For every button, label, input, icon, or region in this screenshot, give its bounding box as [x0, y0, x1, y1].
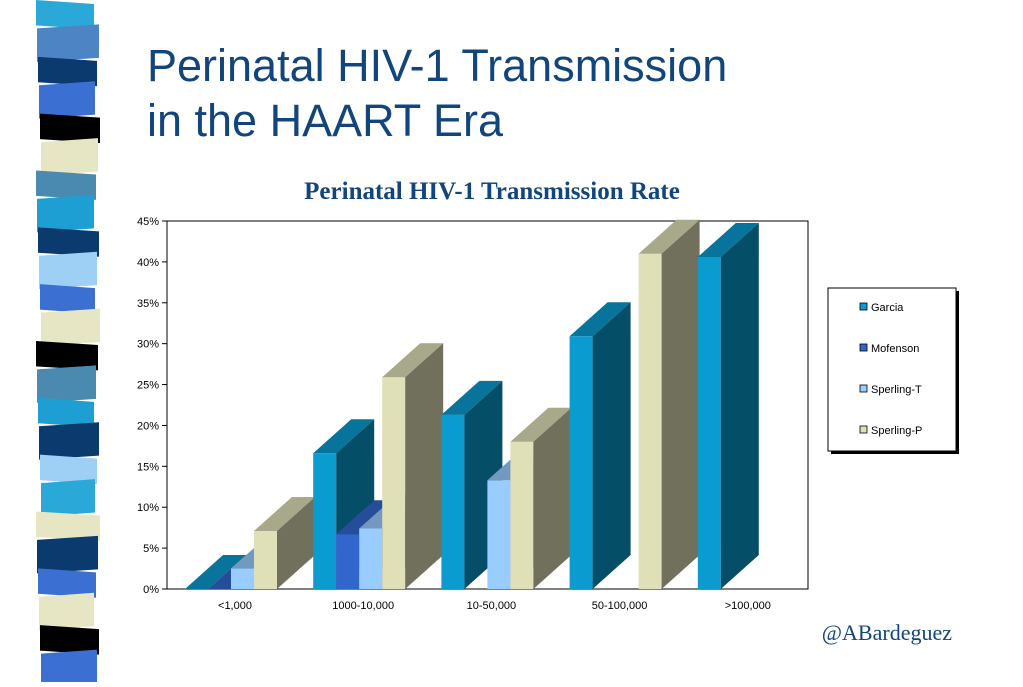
- bar-front: [697, 256, 721, 589]
- stripe: [40, 284, 95, 314]
- bar-front: [313, 453, 337, 589]
- bar-front: [487, 480, 511, 589]
- bar-side: [592, 302, 631, 589]
- bar: [638, 219, 700, 589]
- bar-front: [441, 414, 465, 589]
- bar: [185, 555, 246, 589]
- y-tick-label: 40%: [137, 257, 159, 269]
- y-tick-label: 0%: [143, 584, 159, 596]
- bar-top: [441, 380, 503, 415]
- y-tick-label: 30%: [137, 339, 159, 351]
- chart-title: Perinatal HIV-1 Transmission Rate: [304, 178, 680, 205]
- y-tick-label: 20%: [137, 420, 159, 432]
- legend-swatch: [859, 425, 868, 434]
- stripe: [36, 511, 100, 541]
- legend: [827, 287, 957, 452]
- slide-title: Perinatal HIV-1 Transmission in the HAAR…: [147, 38, 947, 148]
- bar: [697, 222, 759, 589]
- bar-side: [533, 407, 572, 589]
- x-tick-label: 50-100,000: [592, 600, 648, 612]
- bar-front: [359, 528, 383, 589]
- bar-top: [185, 555, 246, 589]
- stripe: [41, 649, 97, 687]
- bar-top: [510, 407, 572, 442]
- y-tick-label: 25%: [137, 380, 159, 392]
- bar-top: [638, 219, 700, 254]
- legend-label: Sperling-T: [871, 384, 922, 396]
- bar-front: [638, 253, 662, 589]
- stripe: [41, 138, 98, 176]
- bar: [382, 343, 444, 589]
- x-tick-label: 10-50,000: [467, 600, 517, 612]
- stripe: [36, 341, 98, 371]
- legend-label: Mofenson: [871, 343, 919, 355]
- bar: [569, 302, 631, 589]
- y-tick-label: 35%: [137, 298, 159, 310]
- stripe: [36, 0, 94, 30]
- stripe: [38, 568, 96, 598]
- slide-title-line-1: Perinatal HIV-1 Transmission: [147, 40, 728, 91]
- legend-swatch: [859, 384, 868, 393]
- slide-title-line-2: in the HAART Era: [147, 95, 504, 146]
- y-tick-label: 5%: [143, 543, 159, 555]
- stripe: [39, 422, 99, 460]
- bar-top: [382, 343, 444, 378]
- bar-top: [697, 222, 759, 257]
- stripe: [37, 194, 94, 233]
- bar: [254, 496, 315, 589]
- bar-front: [336, 534, 360, 589]
- x-tick-label: >100,000: [725, 600, 771, 612]
- bar-side: [277, 496, 315, 589]
- stripe: [37, 365, 96, 403]
- bar-front: [254, 530, 277, 589]
- y-tick-label: 15%: [137, 461, 159, 473]
- x-tick-label: 1000-10,000: [332, 600, 394, 612]
- stripe: [37, 535, 98, 574]
- stripe: [39, 81, 95, 119]
- decorative-stripe-band: [0, 0, 120, 687]
- decorative-stripes: [36, 0, 100, 687]
- stripe: [38, 397, 94, 428]
- stripe: [36, 170, 96, 200]
- bar-front: [569, 336, 593, 589]
- bar-side: [661, 219, 700, 589]
- stripe: [38, 227, 99, 257]
- bar-front: [231, 568, 254, 589]
- bar-side: [405, 343, 444, 589]
- y-tick-label: 10%: [137, 502, 159, 514]
- bar-top: [313, 419, 375, 454]
- bar-side: [720, 222, 759, 589]
- stripe: [37, 24, 99, 62]
- bar-front: [382, 377, 406, 589]
- bar-top: [254, 496, 315, 531]
- legend-label: Sperling-P: [871, 425, 922, 437]
- credit-text: @ABardeguez: [821, 620, 952, 645]
- bar-top: [569, 302, 631, 337]
- legend-swatch: [859, 343, 868, 352]
- stripe: [39, 251, 97, 290]
- stripe: [38, 56, 97, 87]
- stripe: [40, 113, 100, 144]
- stripe: [39, 592, 94, 631]
- stripe: [41, 479, 95, 517]
- legend-swatch: [859, 302, 868, 311]
- y-tick-label: 45%: [137, 216, 159, 228]
- bar: [510, 407, 572, 589]
- legend-label: Garcia: [871, 302, 904, 314]
- stripe: [40, 454, 97, 485]
- bar-front: [510, 441, 534, 589]
- x-tick-label: <1,000: [218, 600, 252, 612]
- stripe: [40, 625, 99, 655]
- stripe: [41, 308, 100, 346]
